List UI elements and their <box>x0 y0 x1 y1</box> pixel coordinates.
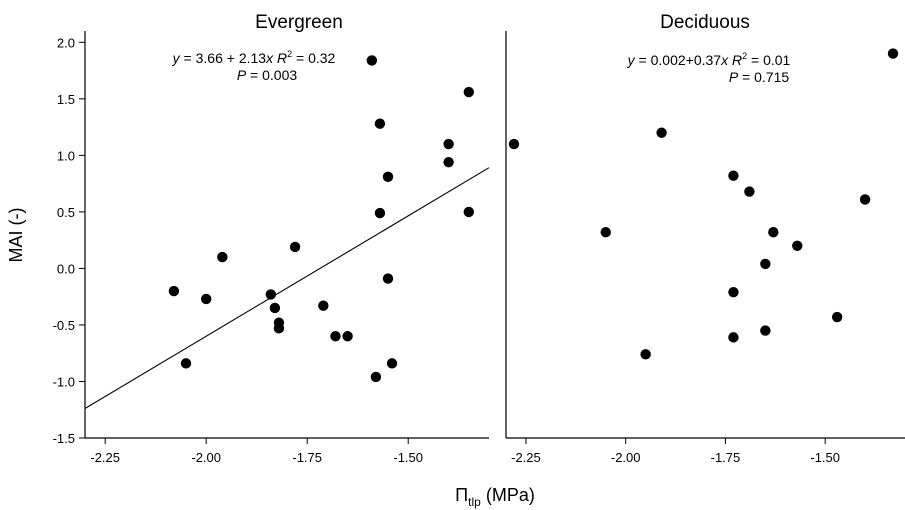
x-tick-label: -2.25 <box>511 450 541 465</box>
deciduous-title: Deciduous <box>660 12 750 33</box>
x-axis-title: Πtlp (MPa) <box>455 485 535 509</box>
data-point <box>342 331 353 342</box>
evergreen-points <box>168 55 474 383</box>
x-tick-label: -2.00 <box>191 450 221 465</box>
data-point <box>508 138 520 150</box>
data-point <box>728 286 739 298</box>
data-point <box>656 127 667 138</box>
data-point <box>443 156 454 168</box>
y-axis-title: MAI (-) <box>6 208 26 263</box>
y-tick-label: 2.0 <box>57 35 75 50</box>
regression-line <box>84 167 490 409</box>
x-tick-label: -2.25 <box>90 450 120 465</box>
evergreen-equation: y = 3.66 + 2.13x R2 = 0.32 <box>172 49 336 66</box>
y-tick-label: 1.0 <box>57 148 75 163</box>
data-point <box>386 358 398 369</box>
data-point <box>463 86 474 98</box>
data-point <box>269 302 281 314</box>
y-tick-label: 1.5 <box>57 92 75 107</box>
data-point <box>201 293 212 305</box>
data-point <box>273 323 285 334</box>
data-point <box>744 186 755 197</box>
data-point <box>180 358 192 369</box>
x-tick-label: -1.75 <box>292 450 322 465</box>
data-point <box>382 171 394 183</box>
data-point <box>792 240 803 252</box>
data-point <box>374 207 386 219</box>
x-tick-label: -1.50 <box>393 450 423 465</box>
y-tick-label: -0.5 <box>53 318 75 333</box>
data-point <box>831 311 843 323</box>
x-tick-label: -1.75 <box>711 450 741 465</box>
evergreen-title: Evergreen <box>255 12 343 33</box>
evergreen-p-value: P = 0.003 <box>237 67 298 83</box>
data-point <box>382 273 394 284</box>
data-point <box>370 371 382 383</box>
y-axis-ticks: -1.5 -1.0 -0.5 0.0 0.5 1.0 1.5 2.0 <box>53 35 85 446</box>
deciduous-equation: y = 0.002+0.37x R2 = 0.01 <box>627 51 791 68</box>
y-tick-label: -1.5 <box>53 431 75 446</box>
data-point <box>217 251 228 263</box>
data-point <box>318 300 329 311</box>
data-point <box>600 227 611 238</box>
deciduous-panel: Deciduous y = 0.002+0.37x R2 = 0.01 P = … <box>505 12 905 465</box>
evergreen-fit-layer <box>84 167 490 409</box>
y-tick-label: -1.0 <box>53 374 75 389</box>
x-tick-label: -1.50 <box>810 450 840 465</box>
data-point <box>728 332 739 343</box>
data-point <box>760 325 771 336</box>
data-point <box>443 138 454 150</box>
deciduous-p-value: P = 0.715 <box>729 69 790 85</box>
data-point <box>330 331 341 342</box>
x-tick-label: -2.00 <box>611 450 641 465</box>
data-point <box>887 48 899 59</box>
data-point <box>265 289 277 300</box>
data-point <box>366 55 378 66</box>
evergreen-panel: Evergreen y = 3.66 + 2.13x R2 = 0.32 P =… <box>53 12 490 465</box>
data-point <box>463 206 474 218</box>
data-point <box>760 258 771 270</box>
data-point <box>168 285 180 297</box>
data-point <box>374 118 386 129</box>
data-point <box>859 194 871 205</box>
deciduous-x-axis-ticks: -2.25 -2.00 -1.75 -1.50 <box>511 438 840 465</box>
data-point <box>289 241 301 253</box>
evergreen-x-axis-ticks: -2.25 -2.00 -1.75 -1.50 <box>90 438 423 465</box>
data-point <box>768 227 779 238</box>
y-tick-label: 0.0 <box>57 261 75 276</box>
deciduous-points <box>508 48 899 360</box>
data-point <box>640 349 651 360</box>
y-tick-label: 0.5 <box>57 205 75 220</box>
data-point <box>728 170 739 181</box>
